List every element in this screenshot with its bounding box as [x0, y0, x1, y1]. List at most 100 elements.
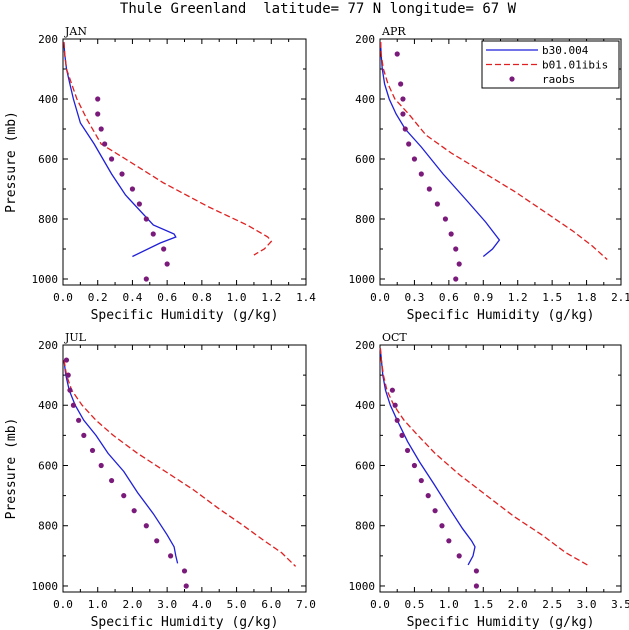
raobs-point: [442, 216, 449, 222]
x-tick-label: 1.5: [542, 291, 562, 304]
raobs-point: [426, 186, 432, 192]
raobs-point: [418, 171, 424, 177]
x-tick-label: 2.1: [611, 291, 629, 304]
chart-panels: 0.0 0.2 0.4 0.6 0.8 1.0 1.2 1.4 200 400 600 800 1000…: [4, 25, 629, 630]
y-tick-label: 400: [38, 399, 58, 412]
raobs-point: [453, 276, 459, 282]
panel-month-label: JUL: [64, 331, 87, 344]
x-axis-label: Specific Humidity (g/kg): [91, 308, 279, 323]
x-tick-label: 0.4: [122, 291, 142, 304]
solid-series-line: [379, 347, 476, 566]
dashed-series-line: [63, 359, 297, 567]
x-tick-label: 0.6: [157, 291, 177, 304]
raobs-point: [398, 81, 404, 87]
x-tick-label: 3.0: [577, 598, 597, 611]
panel-jan: 0.0 0.2 0.4 0.6 0.8 1.0 1.2 1.4 200 400 600 800 1000…: [4, 25, 316, 323]
x-tick-label: 0.8: [192, 291, 212, 304]
x-tick-label: 1.0: [439, 598, 459, 611]
series-b30-004: [379, 41, 501, 258]
x-tick-label: 0.2: [88, 291, 108, 304]
y-tick-label: 600: [38, 153, 58, 166]
raobs-point: [456, 261, 462, 267]
solid-series-line: [379, 41, 501, 258]
x-axis-label: Specific Humidity (g/kg): [407, 308, 595, 323]
legend-label: b30.004: [542, 44, 589, 57]
x-tick-label: 1.5: [473, 598, 493, 611]
x-tick-label: 0.9: [473, 291, 493, 304]
raobs-point: [131, 508, 137, 514]
raobs-point: [406, 141, 412, 147]
raobs-point: [150, 231, 156, 237]
legend-marker: [509, 76, 515, 82]
x-tick-label: 2.5: [542, 598, 562, 611]
raobs-point: [154, 538, 160, 544]
y-tick-label: 600: [355, 459, 375, 472]
series-b01-01ibis: [379, 41, 608, 260]
x-axis-label: Specific Humidity (g/kg): [407, 615, 595, 630]
raobs-point: [389, 387, 395, 393]
x-tick-label: 6.0: [261, 598, 281, 611]
x-tick-label: 0.6: [439, 291, 459, 304]
x-tick-label: 1.2: [261, 291, 281, 304]
x-tick-label: 0.0: [53, 598, 73, 611]
x-tick-label: 1.0: [88, 598, 108, 611]
raobs-point: [434, 201, 440, 207]
panel-month-label: APR: [381, 25, 406, 38]
x-tick-label: 3.5: [611, 598, 629, 611]
x-tick-label: 1.8: [577, 291, 597, 304]
x-tick-label: 0.5: [404, 598, 424, 611]
raobs-point: [411, 462, 418, 469]
series-b01-01ibis: [63, 359, 297, 567]
raobs-point: [143, 276, 149, 282]
series-b01-01ibis: [379, 347, 591, 567]
x-tick-label: 5.0: [227, 598, 247, 611]
y-tick-label: 600: [38, 459, 58, 472]
raobs-point: [448, 231, 454, 237]
series-raobs: [394, 51, 462, 282]
panel-jul: 0.0 1.0 2.0 3.0 4.0 5.0 6.0 7.0 200 400 600 800 1000…: [4, 331, 316, 630]
raobs-point: [76, 417, 82, 423]
raobs-point: [109, 477, 115, 484]
x-tick-label: 1.4: [296, 291, 316, 304]
panel-apr: 0.0 0.3 0.6 0.9 1.2 1.5 1.8 2.1 200 400 600 800 1000…: [349, 25, 629, 323]
raobs-point: [404, 447, 411, 454]
raobs-point: [418, 477, 424, 484]
raobs-point: [453, 246, 459, 252]
dashed-series-line: [379, 41, 608, 260]
panel-month-label: JAN: [64, 25, 87, 38]
series-raobs: [95, 96, 170, 282]
x-tick-label: 4.0: [192, 598, 212, 611]
y-tick-label: 800: [355, 213, 375, 226]
y-tick-label: 1000: [349, 273, 376, 286]
x-tick-label: 7.0: [296, 598, 316, 611]
raobs-point: [402, 126, 408, 132]
raobs-point: [65, 372, 71, 378]
x-tick-label: 2.0: [508, 598, 528, 611]
x-tick-label: 0.3: [404, 291, 424, 304]
y-tick-label: 200: [355, 339, 375, 352]
x-axis-label: Specific Humidity (g/kg): [91, 615, 279, 630]
x-tick-label: 0.0: [370, 291, 390, 304]
panel-oct: 0.0 0.5 1.0 1.5 2.0 2.5 3.0 3.5 200 400 600 800 1000…: [349, 331, 629, 630]
raobs-point: [95, 111, 101, 117]
raobs-point: [400, 96, 406, 102]
raobs-point: [432, 508, 438, 514]
y-tick-label: 800: [38, 520, 58, 533]
y-tick-label: 1000: [32, 273, 59, 286]
series-b30-004: [63, 41, 177, 258]
y-tick-label: 400: [355, 399, 375, 412]
x-tick-label: 0.0: [370, 598, 390, 611]
dashed-series-line: [379, 347, 591, 567]
raobs-point: [411, 156, 418, 162]
raobs-point: [67, 387, 73, 393]
y-tick-label: 200: [355, 33, 375, 46]
x-tick-label: 0.0: [53, 291, 73, 304]
raobs-point: [394, 51, 400, 57]
plot-frame: [62, 344, 307, 593]
y-tick-label: 600: [355, 153, 375, 166]
figure-title: Thule Greenland latitude= 77 N longitude…: [120, 1, 517, 17]
raobs-point: [109, 156, 115, 162]
raobs-point: [473, 583, 479, 589]
raobs-point: [164, 261, 170, 267]
